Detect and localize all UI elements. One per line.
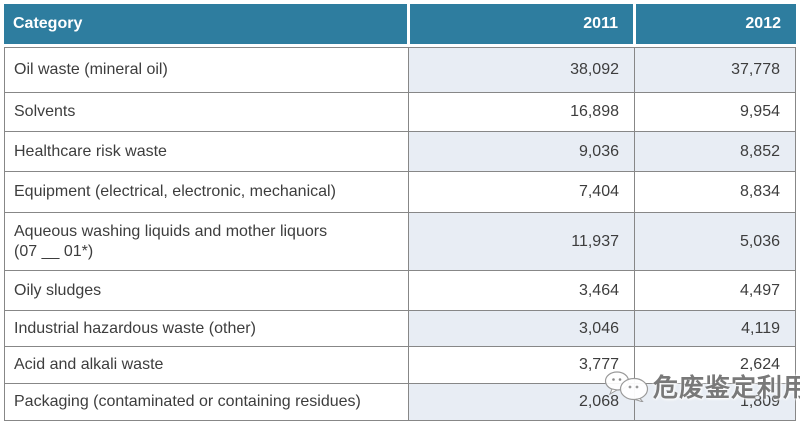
value-2012-cell: 9,954 [634, 93, 795, 131]
value-2011-cell: 3,464 [408, 271, 634, 310]
category-label: Acid and alkali waste [14, 356, 164, 373]
table-row: Aqueous washing liquids and mother liquo… [5, 212, 795, 270]
category-cell: Acid and alkali waste [5, 347, 408, 383]
category-cell: Packaging (contaminated or containing re… [5, 384, 408, 420]
value-2012-cell: 4,119 [634, 311, 795, 346]
header-2011: 2011 [407, 4, 633, 44]
table-row: Oil waste (mineral oil) 38,092 37,778 [5, 48, 795, 92]
table-row: Industrial hazardous waste (other) 3,046… [5, 310, 795, 346]
table-row: Healthcare risk waste 9,036 8,852 [5, 131, 795, 171]
category-label: Industrial hazardous waste (other) [14, 319, 256, 337]
value-2012-cell: 5,036 [634, 213, 795, 270]
table-row: Solvents 16,898 9,954 [5, 92, 795, 131]
value-2012-cell: 4,497 [634, 271, 795, 310]
category-sublabel: (07 __ 01*) [14, 242, 94, 260]
value-2011-cell: 3,777 [408, 347, 634, 383]
value-2011-cell: 7,404 [408, 172, 634, 212]
header-2012: 2012 [633, 4, 796, 44]
value-2012-cell: 1,809 [634, 384, 795, 420]
category-cell: Equipment (electrical, electronic, mecha… [5, 172, 408, 212]
value-2011-cell: 3,046 [408, 311, 634, 346]
category-label: Equipment (electrical, electronic, mecha… [14, 183, 336, 200]
value-2011-cell: 38,092 [408, 48, 634, 92]
table-row: Equipment (electrical, electronic, mecha… [5, 171, 795, 212]
value-2012-cell: 37,778 [634, 48, 795, 92]
value-2012-cell: 8,852 [634, 132, 795, 171]
value-2012-cell: 8,834 [634, 172, 795, 212]
value-2011-cell: 16,898 [408, 93, 634, 131]
category-cell: Aqueous washing liquids and mother liquo… [5, 213, 408, 270]
value-2011-cell: 11,937 [408, 213, 634, 270]
table-row: Oily sludges 3,464 4,497 [5, 270, 795, 310]
category-cell: Healthcare risk waste [5, 132, 408, 171]
category-cell: Oil waste (mineral oil) [5, 48, 408, 92]
value-2012-cell: 2,624 [634, 347, 795, 383]
category-cell: Oily sludges [5, 271, 408, 310]
category-label: Oil waste (mineral oil) [14, 61, 168, 78]
table-body: Oil waste (mineral oil) 38,092 37,778 So… [4, 47, 796, 421]
value-2011-cell: 9,036 [408, 132, 634, 171]
category-cell: Solvents [5, 93, 408, 131]
category-label: Healthcare risk waste [14, 142, 167, 160]
header-category: Category [4, 4, 407, 44]
category-label: Aqueous washing liquids and mother liquo… [14, 222, 328, 240]
table-header-row: Category 2011 2012 [4, 4, 796, 44]
category-cell: Industrial hazardous waste (other) [5, 311, 408, 346]
category-label: Oily sludges [14, 281, 102, 299]
table-row: Packaging (contaminated or containing re… [5, 383, 795, 420]
category-label: Solvents [14, 103, 76, 120]
category-label: Packaging (contaminated or containing re… [14, 393, 361, 410]
value-2011-cell: 2,068 [408, 384, 634, 420]
table-row: Acid and alkali waste 3,777 2,624 [5, 346, 795, 383]
